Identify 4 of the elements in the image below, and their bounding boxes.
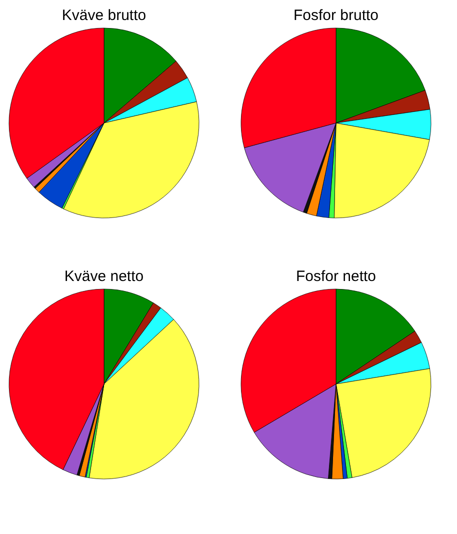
chart-title: Kväve netto bbox=[64, 268, 144, 286]
chart-title: Fosfor brutto bbox=[293, 7, 379, 24]
chart-title: Kväve brutto bbox=[62, 7, 146, 24]
chart-title: Fosfor netto bbox=[296, 268, 376, 286]
